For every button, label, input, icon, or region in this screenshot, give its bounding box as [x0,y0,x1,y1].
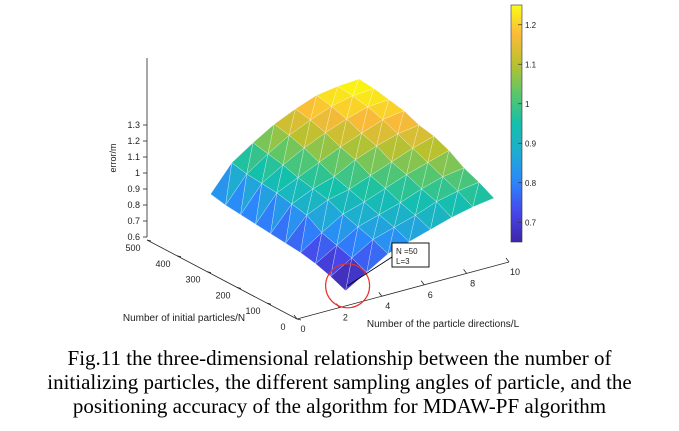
colorbar-tick-label: 1.1 [525,60,537,69]
z-tick-label: 0.7 [127,216,140,226]
caption-line-1: Fig.11 the three-dimensional relationshi… [67,346,612,370]
l-tick [505,257,510,263]
surface-facet [472,181,495,208]
z-axis-label: error/m [108,144,118,173]
z-tick-label: 0.8 [127,200,140,210]
l-tick-label: 8 [470,278,475,288]
l-tick-label: 0 [300,324,305,334]
caption-line-3: positioning accuracy of the algorithm fo… [72,394,607,418]
annotation: N =50L=3 [325,242,430,309]
l-tick-label: 6 [428,290,433,300]
z-tick-label: 1 [135,168,140,178]
colorbar-tick-label: 0.8 [525,179,537,188]
colorbar-tick-label: 0.7 [525,218,537,227]
n-tick-label: 300 [185,275,200,285]
n-tick-label: 500 [125,243,140,253]
n-tick-label: 0 [280,322,285,332]
annotation-line-2: L=3 [396,257,410,266]
l-tick [293,314,298,320]
l-tick-label: 4 [385,301,390,311]
l-tick [378,291,383,297]
l-tick-label: 10 [510,267,520,277]
l-axis-label: Number of the particle directions/L [367,319,520,330]
colorbar-tick-label: 1 [525,100,530,109]
n-axis-label: Number of initial particles/N [123,313,245,324]
annotation-leader [347,256,393,287]
l-tick-label: 2 [343,313,348,323]
caption-line-2: initializing particles, the different sa… [47,370,632,394]
surface-chart: 0.6 0.7 0.8 0.9 1 1.1 1.2 1.3 0 100 200 300 400 500 0 2… [108,4,537,334]
colorbar-tick-label: 0.9 [525,139,537,148]
l-tick [463,269,467,274]
n-tick [236,287,242,289]
n-axis-line [146,239,298,320]
axes: 0.6 0.7 0.8 0.9 1 1.1 1.2 1.3 0 100 200 300 400 500 0 2… [108,58,520,334]
n-tick-label: 100 [245,306,260,316]
z-tick-label: 1.2 [127,136,140,146]
highlight-circle [325,263,371,309]
z-tick-label: 1.1 [127,152,140,162]
n-tick [206,271,212,273]
l-axis-line [296,261,510,320]
annotation-line-1: N =50 [396,247,418,256]
l-tick [420,280,425,286]
colorbar-tick-label: 1.2 [525,21,537,30]
colorbar: 0.7 0.8 0.9 1 1.1 1.2 [510,4,537,243]
n-tick-label: 400 [155,259,170,269]
n-tick-label: 200 [215,290,230,300]
figure-caption: Fig.11 the three-dimensional relationshi… [0,346,679,418]
n-tick [146,239,152,242]
z-tick-label: 0.9 [127,184,140,194]
n-tick [176,255,182,258]
colorbar-bar [510,4,523,243]
annotation-box [391,242,430,268]
z-tick-label: 1.3 [127,120,140,130]
n-tick [266,302,272,305]
error-surface [210,78,495,292]
z-tick-label: 0.6 [127,232,140,242]
